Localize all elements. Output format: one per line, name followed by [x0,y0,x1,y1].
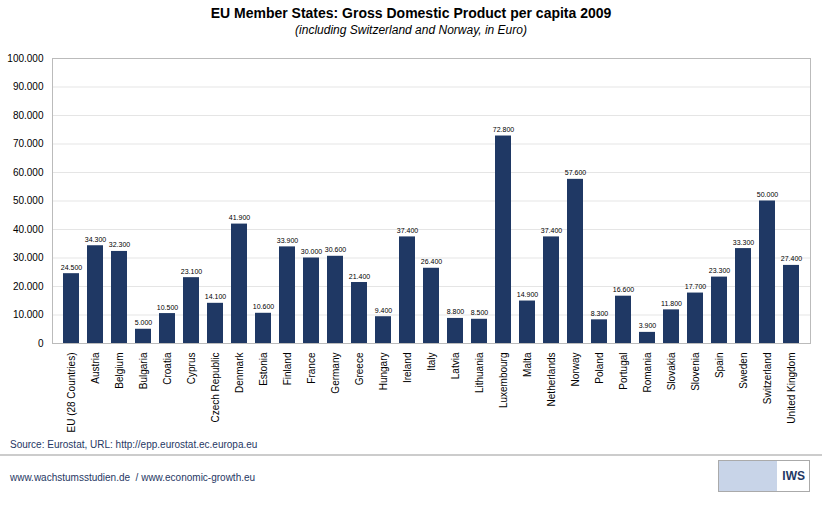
svg-text:9.400: 9.400 [375,307,393,314]
svg-text:10.500: 10.500 [157,304,179,311]
svg-text:Sweden: Sweden [738,353,749,389]
svg-text:70.000: 70.000 [13,138,44,149]
svg-text:Switzerland: Switzerland [762,353,773,405]
html-text:www.wachstumsstudien.de / www.: www.wachstumsstudien.de / www.economic-g… [10,472,256,483]
svg-text:30.000: 30.000 [13,252,44,263]
svg-text:26.400: 26.400 [421,258,443,265]
html-text:IWS: IWS [782,469,805,483]
svg-text:50.000: 50.000 [757,191,779,198]
svg-text:3.900: 3.900 [639,322,657,329]
svg-text:Spain: Spain [714,353,725,379]
svg-text:17.700: 17.700 [685,283,707,290]
svg-text:24.500: 24.500 [61,264,83,271]
svg-text:Austria: Austria [90,352,101,384]
svg-text:72.800: 72.800 [493,126,515,133]
svg-text:14.100: 14.100 [205,293,227,300]
svg-text:8.800: 8.800 [447,308,465,315]
svg-text:34.300: 34.300 [85,236,107,243]
svg-text:Portugal: Portugal [618,353,629,390]
svg-text:0: 0 [38,338,44,349]
svg-text:33.300: 33.300 [733,239,755,246]
svg-text:Norway: Norway [570,353,581,387]
html-text:(including Switzerland and Nor: (including Switzerland and Norway, in Eu… [295,23,527,37]
svg-text:Belgium: Belgium [114,353,125,389]
html-text:EU Member States: Gross Domest: EU Member States: Gross Domestic Product… [210,5,612,21]
svg-text:50.000: 50.000 [13,195,44,206]
svg-text:20.000: 20.000 [13,281,44,292]
svg-text:27.400: 27.400 [781,255,803,262]
svg-text:57.600: 57.600 [565,169,587,176]
svg-text:Latvia: Latvia [450,352,461,379]
svg-text:Ireland: Ireland [402,353,413,384]
svg-text:Luxembourg: Luxembourg [498,353,509,409]
svg-text:37.400: 37.400 [397,227,419,234]
svg-text:Netherlands: Netherlands [546,353,557,407]
svg-text:Hungary: Hungary [378,353,389,391]
svg-text:30.000: 30.000 [301,248,323,255]
svg-text:Germany: Germany [330,353,341,394]
svg-text:8.500: 8.500 [471,309,489,316]
svg-text:14.900: 14.900 [517,291,539,298]
svg-text:32.300: 32.300 [109,241,131,248]
svg-text:Malta: Malta [522,352,533,377]
svg-text:Finland: Finland [282,353,293,386]
svg-text:Romania: Romania [642,352,653,392]
svg-text:Croatia: Croatia [162,352,173,385]
svg-text:16.600: 16.600 [613,286,635,293]
svg-text:Estonia: Estonia [258,352,269,386]
svg-text:United Kingdom: United Kingdom [786,353,797,424]
svg-text:90.000: 90.000 [13,81,44,92]
svg-text:10.000: 10.000 [13,309,44,320]
svg-text:Greece: Greece [354,352,365,385]
svg-text:Lithuania: Lithuania [474,352,485,393]
svg-text:Cyprus: Cyprus [186,353,197,385]
svg-text:Slovenia: Slovenia [690,352,701,391]
svg-text:Denmark: Denmark [234,352,245,394]
svg-text:30.600: 30.600 [325,246,347,253]
svg-text:40.000: 40.000 [13,224,44,235]
svg-text:Czech Republic: Czech Republic [210,353,221,423]
svg-text:10.600: 10.600 [253,303,275,310]
svg-text:Italy: Italy [426,353,437,371]
svg-text:60.000: 60.000 [13,167,44,178]
svg-text:11.800: 11.800 [661,300,682,307]
svg-text:37.400: 37.400 [541,227,563,234]
svg-text:Bulgaria: Bulgaria [138,352,149,389]
svg-text:23.300: 23.300 [709,267,731,274]
svg-text:80.000: 80.000 [13,110,44,121]
svg-text:41.900: 41.900 [229,214,251,221]
svg-text:Slovakia: Slovakia [666,352,677,390]
svg-text:100.000: 100.000 [7,53,44,64]
svg-text:5.000: 5.000 [135,319,153,326]
svg-text:33.900: 33.900 [277,237,299,244]
svg-text:Poland: Poland [594,353,605,384]
svg-text:EU (28 Countries): EU (28 Countries) [66,353,77,433]
svg-text:France: France [306,352,317,384]
svg-text:8.300: 8.300 [591,310,609,317]
html-text:Source: Eurostat, URL: http://: Source: Eurostat, URL: http://epp.eurost… [10,439,258,450]
svg-text:23.100: 23.100 [181,268,203,275]
svg-text:21.400: 21.400 [349,273,371,280]
